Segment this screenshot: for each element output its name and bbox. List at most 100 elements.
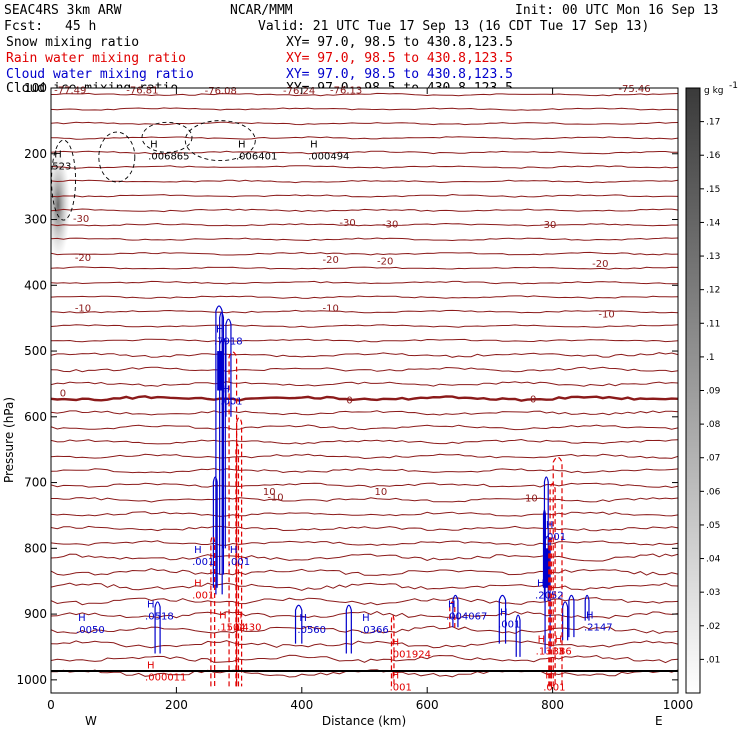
east-label: E bbox=[655, 714, 663, 728]
cloud-water-contour bbox=[543, 476, 549, 601]
y-tick-label: 300 bbox=[24, 213, 47, 227]
cloud-water-contour bbox=[498, 594, 507, 644]
high-marker: H bbox=[555, 634, 563, 645]
rain-contour bbox=[549, 482, 556, 687]
temperature-label: -10 bbox=[322, 304, 338, 315]
field-rain: Rain water mixing ratio bbox=[6, 51, 186, 66]
colorbar-ticks: .01 .02 .03 .04 .05 .06 .07 .08 .09 .1 .11 .12 .13 .1… bbox=[700, 118, 721, 665]
forecast-value: 45 h bbox=[65, 19, 96, 34]
temperature-contour-line bbox=[51, 482, 678, 489]
cloud-water-contour bbox=[515, 614, 521, 657]
plot-area bbox=[51, 88, 678, 693]
temperature-contour-line bbox=[51, 468, 678, 474]
valid-time: Valid: 21 UTC Tue 17 Sep 13 (16 CDT Tue … bbox=[258, 19, 649, 34]
high-marker: H bbox=[362, 613, 370, 624]
temperature-contour-line bbox=[51, 568, 678, 576]
snow-contour bbox=[51, 139, 76, 221]
rain-contour bbox=[449, 601, 456, 628]
high-marker: H bbox=[545, 670, 553, 681]
high-marker: H bbox=[538, 634, 546, 645]
temperature-contour-line bbox=[51, 410, 678, 416]
temperature-contour-line bbox=[51, 381, 678, 387]
colorbar-tick-label: .11 bbox=[706, 319, 720, 329]
temperature-contour-line bbox=[51, 525, 678, 532]
colorbar-tick-label: .07 bbox=[706, 454, 720, 464]
temperature-label: 10 bbox=[525, 494, 538, 505]
temperature-label: -76.24 bbox=[283, 86, 315, 97]
temperature-label: -30 bbox=[382, 219, 398, 230]
y-tick-label: 800 bbox=[24, 541, 47, 555]
temperature-contour-line bbox=[51, 165, 678, 169]
y-tick-label: 600 bbox=[24, 410, 47, 424]
cloud-water-core bbox=[544, 548, 550, 588]
y-tick-label: 1000 bbox=[16, 673, 47, 687]
maximum-label: .001924 bbox=[390, 650, 431, 661]
x-tick-label: 800 bbox=[541, 698, 564, 712]
temperature-contour-line bbox=[51, 553, 678, 562]
temperature-label: -20 bbox=[75, 253, 91, 264]
high-marker: H bbox=[546, 520, 554, 531]
colorbar-tick-label: .15 bbox=[706, 185, 720, 195]
temperature-label: -30 bbox=[339, 218, 355, 229]
cloud-water-contour bbox=[219, 311, 225, 575]
temperature-contour-line bbox=[51, 266, 678, 270]
temperature-contour-line bbox=[51, 511, 678, 517]
colorbar-tick-label: .08 bbox=[706, 420, 721, 430]
cloud-water-contour bbox=[584, 594, 590, 621]
temperature-label: 10 bbox=[375, 487, 388, 498]
y-tick-label: 400 bbox=[24, 278, 47, 292]
model-title: SEAC4RS 3km ARW bbox=[4, 3, 122, 18]
colorbar bbox=[685, 87, 701, 694]
y-tick-label: 900 bbox=[24, 607, 47, 621]
cloud-water-contour bbox=[222, 338, 226, 549]
cloud-water-contour bbox=[294, 604, 303, 644]
rain-contour bbox=[228, 351, 238, 687]
west-label: W bbox=[85, 714, 97, 728]
high-marker: H bbox=[586, 611, 594, 622]
field-cloud-water-xy: XY= 97.0, 98.5 to 430.8,123.5 bbox=[286, 67, 513, 82]
temperature-label: 0 bbox=[530, 394, 536, 405]
temperature-contour-line bbox=[51, 150, 678, 155]
temperature-contour-line bbox=[51, 424, 678, 431]
maximum-label: .001 bbox=[390, 682, 412, 693]
cloud-water-contour bbox=[562, 601, 569, 641]
high-marker: H bbox=[448, 599, 456, 610]
temperature-label: -10 bbox=[75, 304, 91, 315]
high-marker: H bbox=[392, 670, 400, 681]
hydrometeor-contours bbox=[51, 120, 590, 687]
snow-contour bbox=[184, 120, 256, 162]
maximum-label: .001 bbox=[228, 557, 250, 568]
temperature-label: 10 bbox=[263, 487, 276, 498]
high-marker: H bbox=[216, 325, 224, 336]
temperature-contour-line bbox=[51, 237, 678, 242]
temperature-contour-line bbox=[51, 136, 678, 140]
colorbar-tick-label: .14 bbox=[706, 218, 721, 228]
temperature-contour-line bbox=[51, 309, 678, 314]
rain-contour bbox=[235, 443, 240, 687]
rain-contour bbox=[390, 614, 395, 687]
temperature-label: 0 bbox=[346, 396, 352, 407]
snow-contour bbox=[141, 121, 193, 153]
temperature-label: -30 bbox=[540, 220, 556, 231]
temperature-contour-line bbox=[51, 453, 678, 460]
rain-contour bbox=[548, 535, 552, 687]
cloud-water-contour bbox=[154, 601, 161, 654]
maximum-label: .001 bbox=[543, 682, 565, 693]
temperature-label: 0 bbox=[60, 388, 66, 399]
high-marker: H bbox=[500, 607, 508, 618]
colorbar-tick-label: .13 bbox=[706, 252, 720, 262]
temperature-contour-line bbox=[51, 208, 678, 213]
maximum-label: .001 bbox=[192, 557, 214, 568]
maximum-label: .1313 bbox=[536, 646, 565, 657]
high-marker: H bbox=[78, 613, 86, 624]
high-marker: H bbox=[235, 611, 243, 622]
high-marker: H bbox=[194, 578, 202, 589]
temperature-contour-line bbox=[51, 540, 678, 546]
temperature-contour-line bbox=[51, 324, 678, 328]
maximum-label: .006401 bbox=[236, 152, 277, 163]
maximum-label: .004067 bbox=[446, 611, 487, 622]
cloud-water-contour bbox=[225, 318, 232, 417]
maximum-label: .0560 bbox=[297, 625, 326, 636]
temperature-label: -20 bbox=[322, 255, 338, 266]
y-axis-label: Pressure (hPa) bbox=[2, 397, 16, 483]
